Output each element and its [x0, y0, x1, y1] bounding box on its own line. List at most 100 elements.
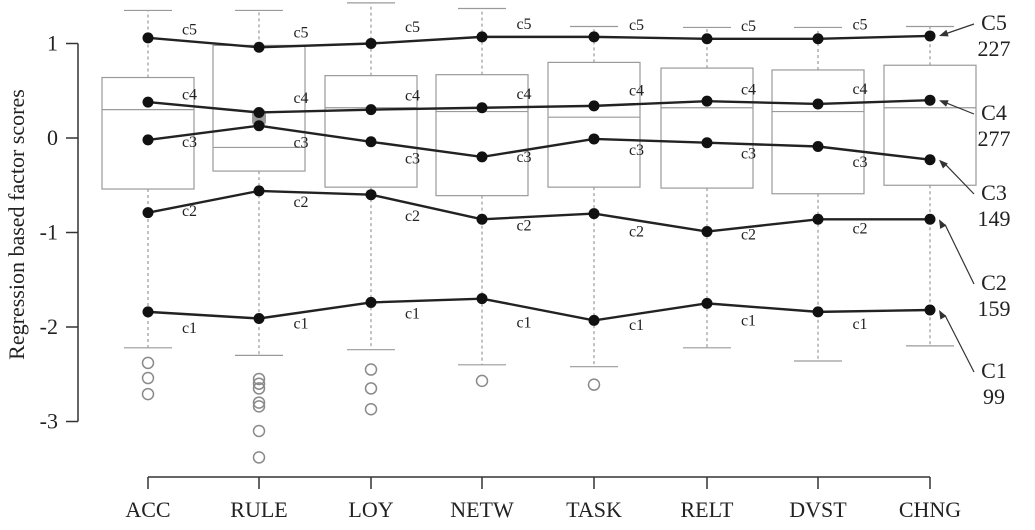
series-segment-label: c5 [516, 16, 531, 33]
series-point [253, 120, 265, 132]
outlier-point [141, 356, 155, 370]
box-plot-netw [435, 7, 529, 388]
box-iqr [883, 64, 977, 186]
outlier-point [587, 378, 601, 391]
x-tick-label: DVST [789, 497, 847, 522]
series-segment-label: c1 [516, 315, 531, 332]
series-segment-label: c5 [182, 22, 197, 39]
series-segment-label: c1 [405, 306, 420, 323]
axes: 1 0 -1 -2 -3 Regression based factor scores AC… [4, 31, 961, 523]
series-segment-label: c2 [852, 220, 867, 237]
series-name-label: C4 [981, 100, 1007, 125]
series-count-label: 159 [978, 296, 1011, 321]
series-count-label: 99 [983, 384, 1005, 409]
series-c1 [142, 293, 936, 326]
series-segment-label: c3 [852, 154, 867, 171]
series-point [142, 207, 154, 219]
series-segment-label: c3 [182, 134, 197, 151]
series-count-label: 277 [978, 126, 1011, 151]
series-point [588, 100, 600, 112]
series-segment-label: c5 [852, 16, 867, 33]
series-segment-label: c4 [516, 86, 531, 103]
series-point [812, 306, 824, 318]
x-tick-label: ACC [125, 497, 170, 522]
series-point [924, 213, 936, 225]
series-point [588, 314, 600, 326]
series-segment-label: c4 [629, 83, 644, 100]
series-name-label: C3 [981, 180, 1007, 205]
pointer-arrow-line [944, 224, 975, 285]
series-point [476, 213, 488, 225]
box-plot-task [547, 25, 641, 391]
box-plot-acc [101, 9, 195, 401]
series-point [812, 213, 824, 225]
outlier-point [252, 372, 266, 386]
series-c5 [142, 30, 936, 53]
y-axis-title: Regression based factor scores [4, 89, 29, 360]
series-point [476, 151, 488, 163]
outlier-point [141, 371, 155, 385]
series-point [924, 30, 936, 42]
series-point [365, 296, 377, 308]
y-tick-label: 1 [47, 31, 58, 56]
series-point [142, 32, 154, 44]
series-point [476, 293, 488, 305]
series-point [924, 154, 936, 166]
series-segment-label: c3 [516, 149, 531, 166]
x-tick-label: RELT [681, 497, 735, 522]
pointer-arrow-head [939, 159, 948, 169]
series-segment-label: c1 [293, 315, 308, 332]
series-point [924, 94, 936, 106]
y-tick-label: 0 [47, 125, 58, 150]
box-iqr [101, 76, 195, 190]
pointer-arrow-head [939, 29, 949, 37]
series-line [147, 189, 930, 233]
x-tick-label: LOY [348, 497, 393, 522]
series-line [147, 297, 931, 322]
series-segment-label: c1 [852, 316, 867, 333]
series-segment-label: c2 [629, 224, 644, 241]
series-point [253, 106, 265, 118]
series-segment-label: c4 [182, 86, 197, 103]
series-point [142, 96, 154, 108]
series-count-label: 149 [978, 206, 1011, 231]
outlier-point [252, 382, 266, 395]
series-point [365, 104, 377, 116]
series-point [476, 31, 488, 43]
series-point [924, 304, 936, 316]
series-c3 [142, 120, 936, 166]
series-name-label: C2 [981, 270, 1007, 295]
series-point [588, 31, 600, 43]
series-segment-label: c5 [405, 19, 420, 36]
series-point [812, 98, 824, 110]
pointer-arrow-line [944, 314, 975, 373]
outlier-point [252, 377, 266, 390]
series-segment-label: c1 [629, 317, 644, 334]
series-labels: c5 c5 c5 c5 c5 c5 c5 c4 c4 c4 c4 c4 c4 c4 c3 c3 c3 c3 c3 c3… [182, 16, 868, 337]
series-point [142, 306, 154, 318]
x-tick-label: CHNG [899, 497, 961, 522]
pointer-arrow-line [944, 23, 975, 35]
y-tick-label: -3 [40, 409, 58, 434]
series-point [701, 297, 713, 309]
x-tick-label: RULE [230, 497, 287, 522]
pointer-arrow-head [939, 219, 947, 229]
series-point [142, 134, 154, 146]
series-segment-label: c5 [629, 17, 644, 34]
box-plot-loy [324, 2, 418, 416]
series-point [812, 141, 824, 153]
series-segment-label: c1 [182, 320, 197, 337]
series-segment-label: c4 [852, 81, 867, 98]
box-iqr [771, 69, 865, 195]
series-c2 [142, 185, 936, 238]
series-segment-label: c5 [741, 18, 756, 35]
outlier-point [364, 363, 378, 376]
series-segment-label: c2 [182, 203, 197, 220]
series-point [701, 95, 713, 107]
